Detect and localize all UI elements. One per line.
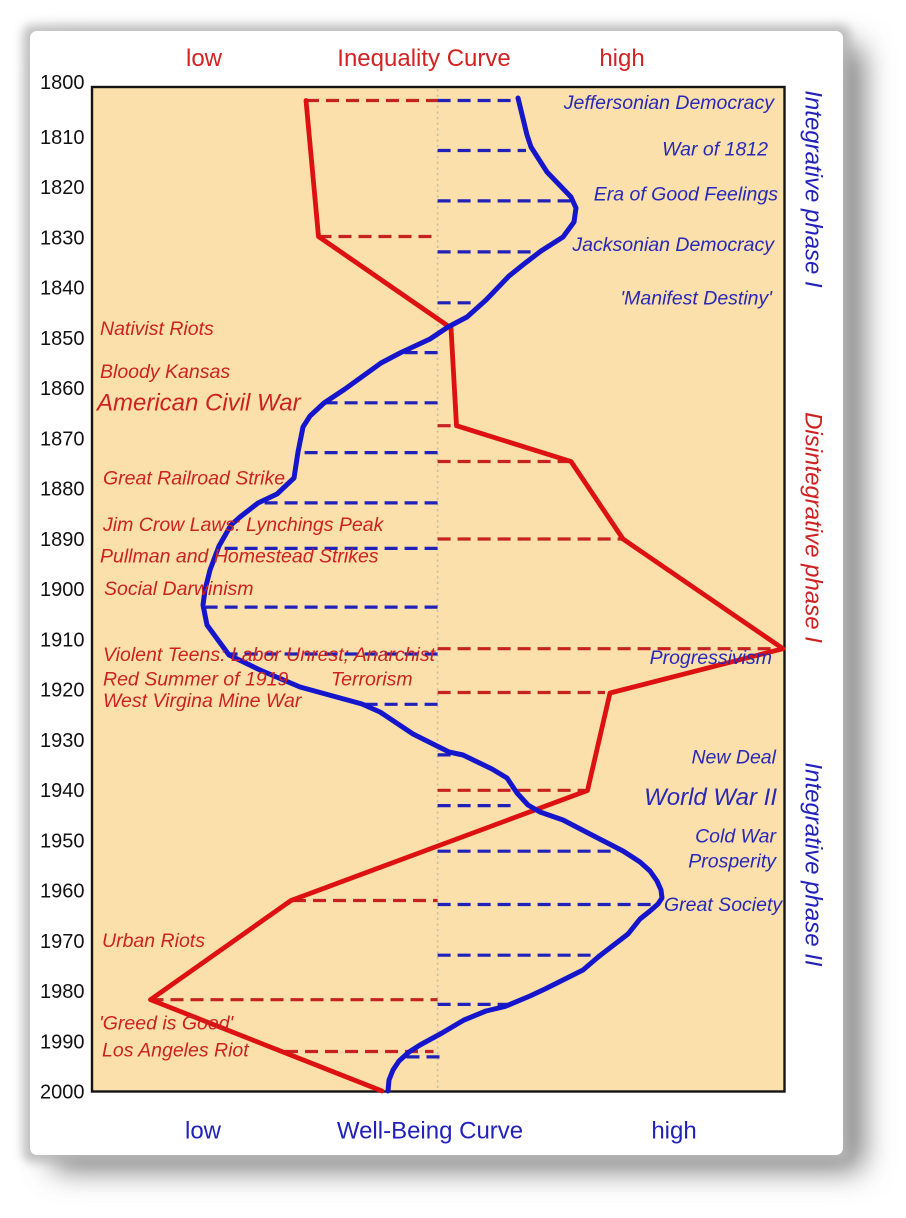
svg-text:Terrorism: Terrorism	[331, 669, 413, 691]
svg-text:Era of Good Feelings: Era of Good Feelings	[594, 184, 779, 206]
svg-text:'Greed is Good': 'Greed is Good'	[99, 1013, 235, 1035]
svg-text:1840: 1840	[40, 278, 85, 300]
svg-text:Well-Being Curve: Well-Being Curve	[337, 1118, 523, 1145]
svg-text:Progressivism: Progressivism	[650, 647, 772, 669]
svg-text:Prosperity: Prosperity	[688, 851, 777, 873]
svg-text:Integrative phase II: Integrative phase II	[800, 762, 827, 966]
svg-text:1880: 1880	[40, 479, 85, 501]
svg-text:low: low	[186, 45, 223, 72]
svg-text:Pullman and Homestead Strikes: Pullman and Homestead Strikes	[100, 546, 379, 568]
svg-text:Great Railroad Strike: Great Railroad Strike	[103, 468, 285, 490]
svg-text:Integrative phase I: Integrative phase I	[800, 90, 827, 288]
svg-text:1920: 1920	[40, 680, 85, 702]
svg-text:Jim Crow Laws: Lynchings Peak: Jim Crow Laws: Lynchings Peak	[102, 514, 385, 536]
svg-text:Bloody Kansas: Bloody Kansas	[100, 361, 230, 383]
svg-text:1870: 1870	[40, 428, 85, 450]
svg-text:War of 1812: War of 1812	[662, 139, 768, 161]
svg-text:West Virgina Mine War: West Virgina Mine War	[103, 690, 303, 712]
svg-text:low: low	[185, 1118, 222, 1145]
svg-text:1900: 1900	[40, 579, 85, 601]
svg-text:1950: 1950	[40, 830, 85, 852]
svg-text:Violent Teens: Labor Unrest; A: Violent Teens: Labor Unrest; Anarchist	[103, 644, 437, 666]
svg-text:1860: 1860	[40, 378, 85, 400]
svg-text:1980: 1980	[40, 981, 85, 1003]
svg-text:Cold War: Cold War	[695, 826, 777, 848]
svg-text:1970: 1970	[40, 931, 85, 953]
svg-text:Social Darwinism: Social Darwinism	[104, 578, 254, 600]
svg-text:1810: 1810	[40, 127, 85, 149]
svg-text:high: high	[651, 1118, 696, 1145]
svg-text:1990: 1990	[40, 1031, 85, 1053]
svg-text:Great Society: Great Society	[664, 894, 783, 916]
svg-text:1960: 1960	[40, 881, 85, 903]
svg-text:high: high	[599, 45, 644, 72]
svg-text:Inequality Curve: Inequality Curve	[337, 45, 510, 72]
svg-text:Red Summer of 1919: Red Summer of 1919	[103, 669, 289, 691]
svg-text:1930: 1930	[40, 730, 85, 752]
svg-text:1940: 1940	[40, 780, 85, 802]
svg-text:'Manifest Destiny': 'Manifest Destiny'	[620, 288, 773, 310]
svg-text:American Civil War: American Civil War	[95, 390, 302, 417]
svg-text:Disintegrative phase I: Disintegrative phase I	[800, 412, 827, 643]
svg-text:Jeffersonian Democracy: Jeffersonian Democracy	[563, 92, 776, 114]
svg-text:New Deal: New Deal	[691, 747, 776, 769]
svg-text:1910: 1910	[40, 629, 85, 651]
svg-text:1890: 1890	[40, 529, 85, 551]
svg-text:1820: 1820	[40, 177, 85, 199]
svg-text:1800: 1800	[40, 72, 85, 94]
svg-text:1850: 1850	[40, 328, 85, 350]
svg-text:World War II: World War II	[644, 784, 777, 811]
svg-text:Jacksonian Democracy: Jacksonian Democracy	[571, 234, 775, 256]
svg-text:2000: 2000	[40, 1082, 85, 1104]
svg-text:1830: 1830	[40, 227, 85, 249]
svg-text:Los Angeles Riot: Los Angeles Riot	[102, 1040, 250, 1062]
svg-text:Nativist Riots: Nativist Riots	[100, 318, 214, 340]
svg-text:Urban Riots: Urban Riots	[102, 930, 205, 952]
